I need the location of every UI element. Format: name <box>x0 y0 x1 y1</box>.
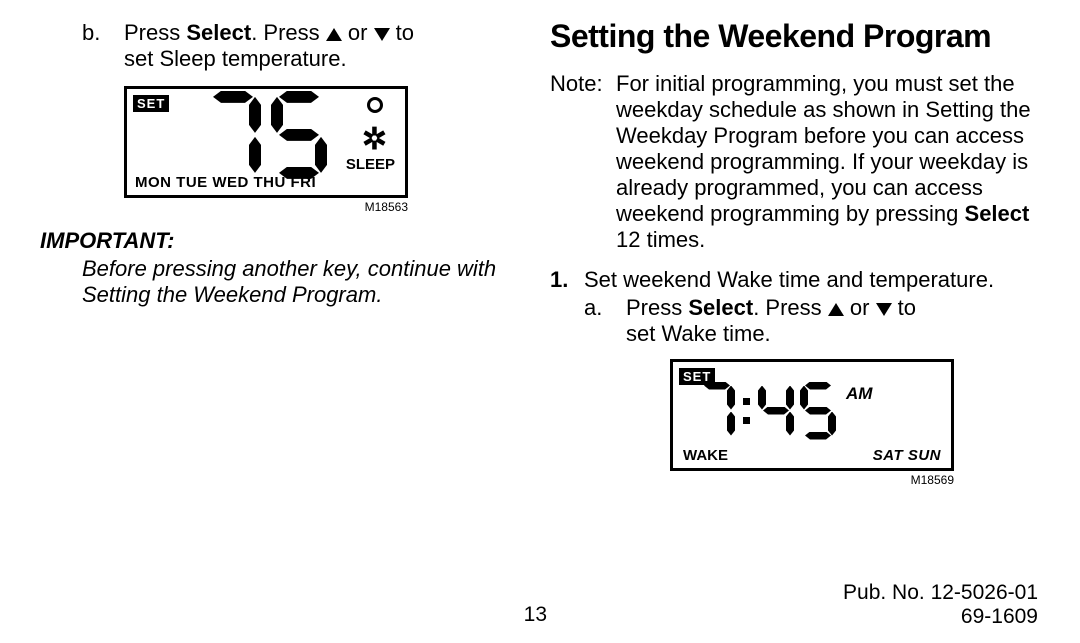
note-body: For initial programming, you must set th… <box>616 71 1040 253</box>
page-number: 13 <box>524 603 547 627</box>
lcd-temp-display: SET <box>124 86 408 214</box>
important-label: IMPORTANT: <box>40 228 520 254</box>
weekend-days: SAT SUN <box>873 447 941 464</box>
cool-icon: ✲ <box>362 125 387 155</box>
time-readout: AM <box>699 382 872 440</box>
up-arrow-icon <box>828 303 844 316</box>
weekdays: MON TUE WED THU FRI <box>135 174 316 191</box>
ampm-indicator: AM <box>846 384 872 404</box>
mode-sleep: SLEEP <box>346 156 395 173</box>
left-column: b. Press Select. Press or to set Sleep t… <box>40 18 540 623</box>
manual-page: b. Press Select. Press or to set Sleep t… <box>0 0 1080 643</box>
digit-7 <box>205 91 261 179</box>
step-b: b. Press Select. Press or to set Sleep t… <box>40 20 520 72</box>
temperature-readout <box>205 91 327 179</box>
step-1-number: 1. <box>550 267 584 347</box>
step-1: 1. Set weekend Wake time and temperature… <box>550 267 1040 347</box>
note-label: Note: <box>550 71 616 253</box>
degree-icon <box>367 97 383 113</box>
figure-id: M18569 <box>670 473 954 487</box>
digit-4 <box>758 382 794 440</box>
digit-5 <box>271 91 327 179</box>
colon <box>741 382 752 440</box>
down-arrow-icon <box>374 28 390 41</box>
step-b-body: Press Select. Press or to set Sleep temp… <box>124 20 520 72</box>
lcd-screen: SET <box>124 86 408 198</box>
step-1a-letter: a. <box>584 295 626 347</box>
right-column: Setting the Weekend Program Note: For in… <box>540 18 1040 623</box>
digit-5 <box>800 382 836 440</box>
figure-id: M18563 <box>124 200 408 214</box>
lcd-screen: SET <box>670 359 954 471</box>
important-body: Before pressing another key, continue wi… <box>40 256 520 308</box>
step-1a: a. Press Select. Press or to set Wake ti… <box>584 295 1040 347</box>
step-b-letter: b. <box>82 20 124 72</box>
digit-7 <box>699 382 735 440</box>
lcd-time-display: SET <box>670 359 954 487</box>
mode-wake: WAKE <box>683 447 728 464</box>
step-1-body: Set weekend Wake time and temperature. a… <box>584 267 1040 347</box>
publication-number: Pub. No. 12-5026-01 <box>843 581 1038 605</box>
step-1a-body: Press Select. Press or to set Wake time. <box>626 295 1040 347</box>
important-note: IMPORTANT: Before pressing another key, … <box>40 228 520 308</box>
set-indicator: SET <box>133 95 169 112</box>
document-number: 69-1609 <box>961 605 1038 629</box>
section-heading: Setting the Weekend Program <box>550 18 1040 55</box>
note-block: Note: For initial programming, you must … <box>550 71 1040 253</box>
up-arrow-icon <box>326 28 342 41</box>
down-arrow-icon <box>876 303 892 316</box>
